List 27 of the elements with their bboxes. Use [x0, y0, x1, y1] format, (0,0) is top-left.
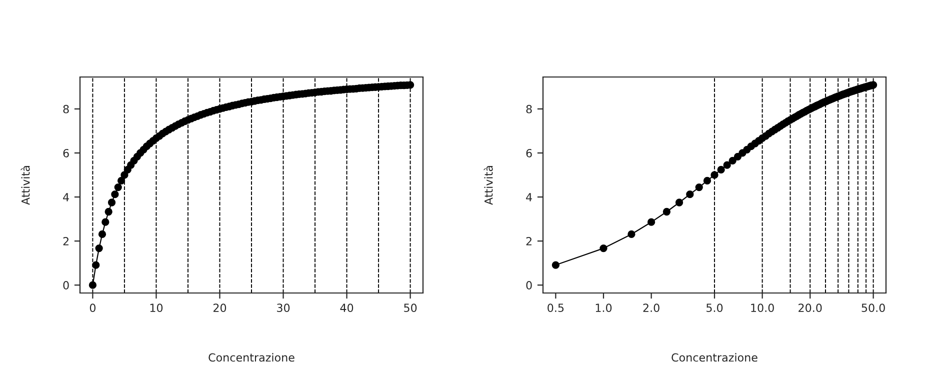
y-tick-label: 2: [63, 237, 68, 246]
y-tick-label: 8: [526, 104, 532, 114]
y-tick-label: 0: [526, 281, 532, 290]
x-tick-label: 40: [340, 304, 354, 312]
x-tick-label: 2.0: [643, 304, 660, 312]
x-axis-title: Concentrazione: [672, 353, 758, 362]
y-tick-label: 2: [526, 237, 532, 246]
y-axis-title: Attività: [20, 166, 30, 205]
x-tick-label: 20: [213, 304, 226, 312]
x-tick-label: 10: [150, 304, 163, 312]
y-axis-title: Attività: [484, 166, 493, 205]
y-tick-label: 0: [63, 281, 69, 290]
y-tick-label: 8: [63, 104, 69, 114]
x-tick-label: 5.0: [706, 304, 723, 312]
y-tick-label: 6: [526, 148, 532, 158]
y-tick-label: 6: [63, 148, 69, 158]
x-tick-label: 1.0: [596, 304, 612, 312]
x-tick-label: 0.5: [548, 304, 564, 312]
x-tick-label: 30: [277, 304, 290, 312]
y-tick-label: 4: [63, 193, 69, 202]
x-tick-label: 10.0: [751, 304, 774, 312]
x-tick-label: 0: [90, 304, 96, 312]
x-tick-label: 50: [404, 304, 417, 312]
y-tick-label: 4: [526, 193, 532, 202]
x-tick-label: 50.0: [862, 304, 885, 312]
x-tick-label: 20.0: [798, 304, 822, 312]
x-axis-title: Concentrazione: [208, 353, 294, 362]
